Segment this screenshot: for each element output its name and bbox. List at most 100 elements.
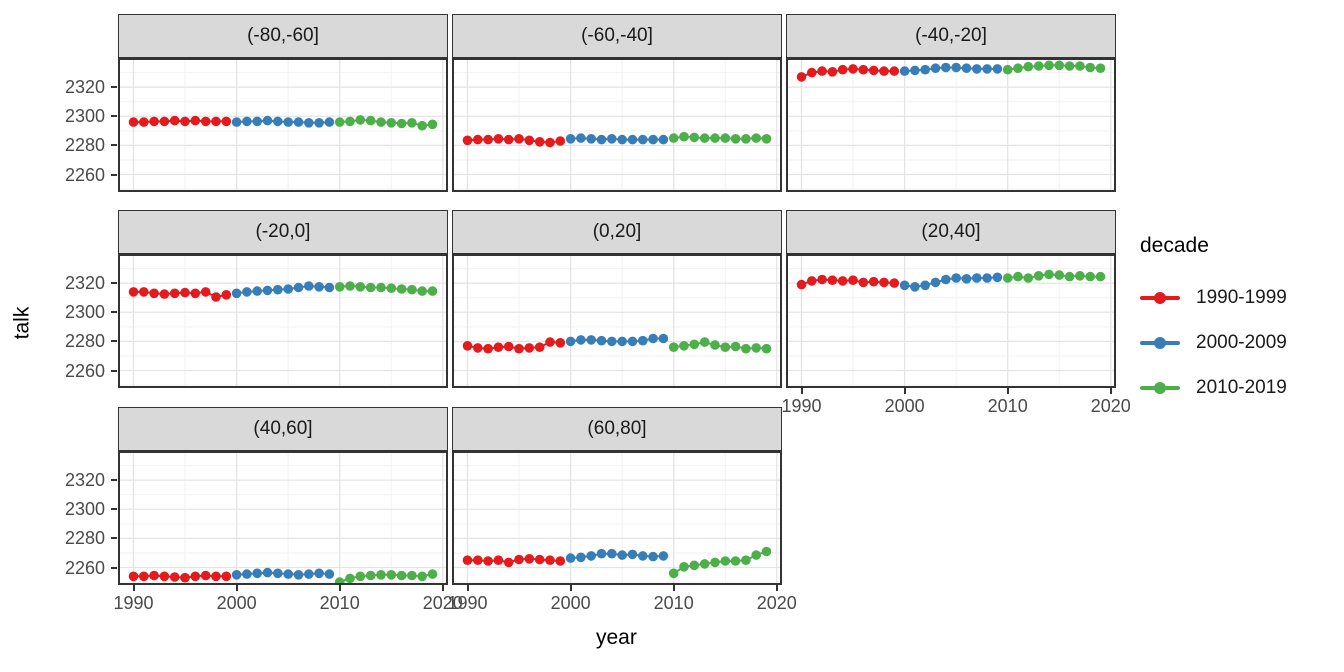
series-2010-2019 (668, 131, 772, 144)
x-axis-tick-label: 2010 (987, 396, 1028, 416)
series-2000-2009 (899, 272, 1003, 292)
x-axis-tick (775, 585, 778, 591)
facet-panel (452, 254, 782, 388)
x-axis-tick (1006, 388, 1009, 394)
facet-strip: (60,80] (452, 407, 782, 451)
series-1990-1999 (796, 274, 900, 290)
series-2010-2019 (334, 569, 438, 585)
facet-panel (452, 451, 782, 585)
x-axis-tick-label: 2000 (884, 396, 925, 416)
y-axis-tick (111, 537, 117, 540)
series-1990-1999 (128, 115, 232, 127)
facet-panel (118, 451, 448, 585)
series-2000-2009 (899, 62, 1003, 76)
x-axis-tick (903, 388, 906, 394)
facet-strip: (-80,-60] (118, 14, 448, 58)
series-2000-2009 (565, 333, 669, 347)
x-axis-tick-label: 2000 (550, 593, 591, 613)
y-axis-tick-label: 2300 (64, 106, 105, 127)
x-axis-tick (132, 585, 135, 591)
x-axis-tick-label: 2020 (422, 593, 463, 613)
y-axis-tick (111, 173, 117, 176)
x-axis-tick (800, 388, 803, 394)
x-axis-tick-label: 2020 (756, 593, 797, 613)
y-axis-tick (111, 508, 117, 511)
y-axis-tick (111, 86, 117, 89)
y-axis-tick (111, 566, 117, 569)
series-1990-1999 (462, 134, 566, 148)
series-2000-2009 (231, 567, 335, 580)
y-axis-tick-label: 2280 (64, 331, 105, 352)
x-axis-tick (235, 585, 238, 591)
y-axis-tick-label: 2260 (64, 164, 105, 185)
facet-panel (118, 58, 448, 192)
series-2010-2019 (668, 337, 772, 354)
x-axis-tick (338, 585, 341, 591)
series-2010-2019 (1002, 60, 1106, 75)
y-axis-tick (111, 115, 117, 118)
y-axis-tick-label: 2300 (64, 499, 105, 520)
series-1990-1999 (128, 287, 232, 302)
x-axis-tick (466, 585, 469, 591)
x-axis-tick-label: 2000 (216, 593, 257, 613)
series-2010-2019 (668, 546, 772, 579)
y-axis-tick-label: 2300 (64, 302, 105, 323)
y-axis-tick (111, 340, 117, 343)
y-axis-tick-label: 2320 (64, 470, 105, 491)
y-axis-tick-label: 2280 (64, 528, 105, 549)
series-1990-1999 (128, 570, 232, 583)
legend-entry-label: 2000-2009 (1196, 332, 1287, 353)
facet-strip: (20,40] (786, 210, 1116, 254)
y-axis-tick (111, 311, 117, 314)
y-axis-tick (111, 282, 117, 285)
y-axis-tick (111, 479, 117, 482)
y-axis-tick-label: 2320 (64, 273, 105, 294)
facet-strip: (40,60] (118, 407, 448, 451)
x-axis-tick-label: 2010 (653, 593, 694, 613)
legend-title: decade (1140, 234, 1209, 257)
series-2010-2019 (334, 115, 438, 131)
y-axis-tick-label: 2260 (64, 360, 105, 381)
x-axis-tick (441, 585, 444, 591)
y-axis-tick (111, 144, 117, 147)
x-axis-tick-label: 2020 (1090, 396, 1131, 416)
y-axis-tick-label: 2280 (64, 135, 105, 156)
facet-strip: (-60,-40] (452, 14, 782, 58)
legend-key-icon (1140, 329, 1180, 357)
legend-entry: 2010-2019 (1140, 374, 1287, 402)
x-axis-tick (569, 585, 572, 591)
x-axis-tick (1109, 388, 1112, 394)
facet-strip: (-20,0] (118, 210, 448, 254)
facet-strip: (0,20] (452, 210, 782, 254)
facet-panel (786, 254, 1116, 388)
series-2000-2009 (231, 281, 335, 299)
series-2000-2009 (565, 133, 669, 145)
series-1990-1999 (462, 337, 566, 354)
series-1990-1999 (796, 64, 900, 82)
y-axis-tick-label: 2260 (64, 557, 105, 578)
series-1990-1999 (462, 554, 566, 568)
x-axis-tick-label: 1990 (447, 593, 488, 613)
x-axis-tick-label: 1990 (113, 593, 154, 613)
y-axis-tick-label: 2320 (64, 77, 105, 98)
facet-strip: (-40,-20] (786, 14, 1116, 58)
legend-entry: 1990-1999 (1140, 284, 1287, 312)
legend-key-icon (1140, 374, 1180, 402)
x-axis-tick (672, 585, 675, 591)
legend-key-icon (1140, 284, 1180, 312)
series-2010-2019 (334, 281, 438, 296)
y-axis-tick (111, 369, 117, 372)
series-2000-2009 (565, 548, 669, 563)
legend-entry: 2000-2009 (1140, 329, 1287, 357)
legend-entry-label: 2010-2019 (1196, 377, 1287, 398)
x-axis-title: year (596, 626, 637, 649)
series-2000-2009 (231, 115, 335, 128)
facet-panel (452, 58, 782, 192)
facet-panel (786, 58, 1116, 192)
x-axis-tick-label: 1990 (781, 396, 822, 416)
legend-entry-label: 1990-1999 (1196, 287, 1287, 308)
facet-panel (118, 254, 448, 388)
series-2010-2019 (1002, 269, 1106, 283)
legend: decade 1990-1999 2000-2009 2010-2019 (1136, 0, 1336, 672)
